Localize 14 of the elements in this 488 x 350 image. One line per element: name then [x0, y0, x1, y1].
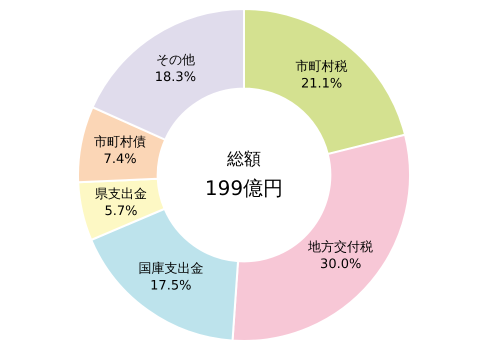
slice-label: 地方交付税: [307, 238, 374, 255]
data-label: 17.5%: [150, 278, 192, 294]
slice-label: 国庫支出金: [138, 260, 204, 277]
slice-label: 市町村税: [296, 59, 348, 74]
data-label: 5.7%: [104, 204, 138, 219]
data-label: 7.4%: [104, 152, 137, 168]
data-label: 21.1%: [300, 76, 342, 92]
text: 199億円: [204, 176, 284, 200]
slice-label: 市町村債: [94, 135, 146, 150]
data-label: 30.0%: [320, 256, 362, 272]
text: 総額: [226, 149, 261, 170]
slice-label: その他: [156, 52, 195, 68]
slice-label: 県支出金: [94, 186, 147, 202]
data-label: 18.3%: [154, 70, 196, 85]
